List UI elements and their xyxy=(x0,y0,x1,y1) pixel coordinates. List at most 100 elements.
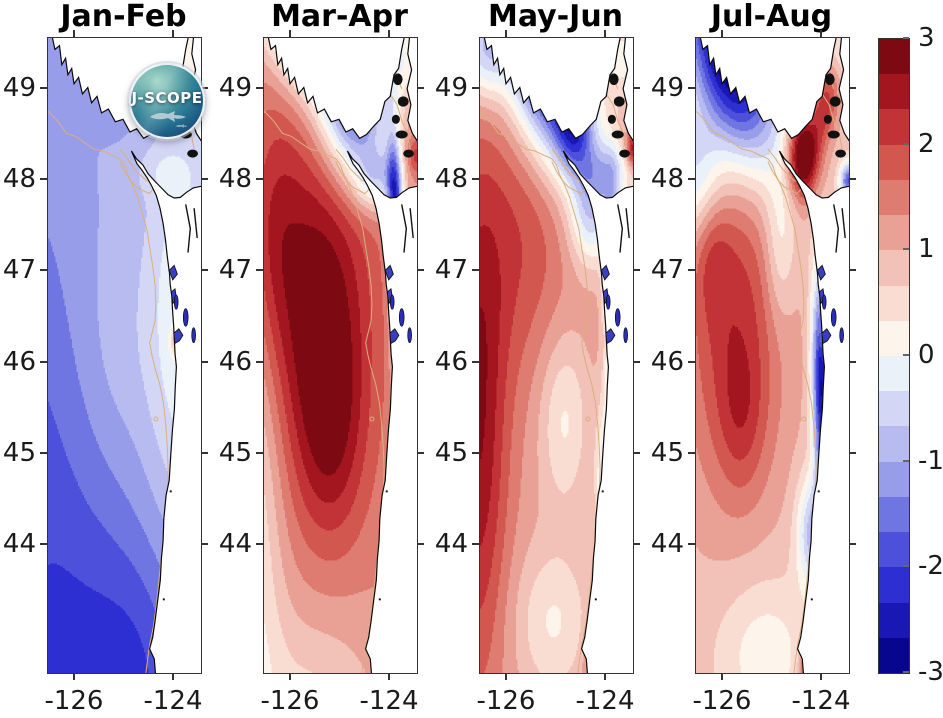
coast-mark xyxy=(162,598,165,601)
colorbar-band xyxy=(879,496,909,533)
y-tick-left xyxy=(688,178,695,181)
y-tick-left xyxy=(256,360,263,363)
colorbar-tick xyxy=(903,671,909,673)
coast-mark xyxy=(601,490,604,493)
inlet-hood-canal xyxy=(625,208,630,239)
y-tick-label: 44 xyxy=(650,529,684,560)
island xyxy=(391,114,400,124)
colorbar-band xyxy=(879,532,909,568)
coastline-overlay xyxy=(480,38,633,673)
map-panel-mar-apr xyxy=(263,37,418,674)
island xyxy=(835,149,846,158)
estuary-grays-harbor xyxy=(600,264,610,281)
bathymetry-contour-loop xyxy=(585,416,591,422)
y-tick-left xyxy=(688,451,695,454)
y-tick-label: 46 xyxy=(218,346,252,377)
coastal-lake xyxy=(173,294,179,310)
colorbar-tick xyxy=(903,142,909,145)
x-tick-bottom xyxy=(72,673,75,680)
y-tick-right xyxy=(201,269,208,272)
inlet-hood-canal xyxy=(841,208,846,239)
x-tick-label: -124 xyxy=(575,686,635,716)
land-vancouver-island xyxy=(483,38,621,140)
land-mainland-bc xyxy=(838,38,849,142)
y-tick-label: 47 xyxy=(218,255,252,286)
colorbar-band xyxy=(879,74,909,110)
colorbar-band xyxy=(879,320,909,356)
inlet-puget xyxy=(617,204,624,253)
y-tick-label: 49 xyxy=(2,73,36,104)
y-tick-left xyxy=(472,451,479,454)
y-tick-left xyxy=(256,451,263,454)
coastline-overlay xyxy=(264,38,417,673)
colorbar-band xyxy=(879,285,909,321)
y-tick-label: 49 xyxy=(218,73,252,104)
y-tick-right xyxy=(201,451,208,454)
panel-title-mar-apr: Mar-Apr xyxy=(271,0,408,34)
y-tick-label: 48 xyxy=(2,164,36,195)
colorbar-band xyxy=(879,144,909,180)
x-tick-label: -124 xyxy=(359,686,419,716)
colorbar-tick xyxy=(903,37,909,39)
island xyxy=(609,73,619,85)
land-vancouver-island xyxy=(699,38,837,140)
island xyxy=(829,96,841,107)
small-fish-icon xyxy=(175,124,188,128)
bathymetry-contour-loop xyxy=(369,416,375,422)
y-tick-right xyxy=(201,543,208,546)
x-tick-bottom xyxy=(288,673,291,680)
coastal-lake xyxy=(191,327,196,344)
panel-title-jul-aug: Jul-Aug xyxy=(710,0,833,34)
y-tick-right xyxy=(201,178,208,181)
y-tick-left xyxy=(688,269,695,272)
y-tick-right xyxy=(849,178,856,181)
land-us-mainland xyxy=(778,150,849,673)
estuary-grays-harbor xyxy=(816,264,826,281)
y-tick-left xyxy=(40,360,47,363)
island xyxy=(823,114,832,124)
inlet-puget xyxy=(401,204,408,253)
y-tick-right xyxy=(417,178,424,181)
y-tick-right xyxy=(201,87,208,90)
x-tick-bottom xyxy=(388,673,390,680)
x-tick-label: -126 xyxy=(692,686,752,716)
coastal-lake xyxy=(407,327,412,344)
estuary-grays-harbor xyxy=(168,264,178,281)
bathymetry-contour xyxy=(264,110,385,673)
colorbar-band xyxy=(879,109,909,145)
y-tick-label: 49 xyxy=(650,73,684,104)
colorbar-tick-label: 3 xyxy=(918,23,935,53)
y-tick-right xyxy=(849,87,856,90)
x-tick-top xyxy=(72,30,75,37)
colorbar-tick xyxy=(903,354,909,356)
y-tick-right xyxy=(633,87,640,90)
y-tick-right xyxy=(417,451,424,454)
y-tick-left xyxy=(688,360,695,363)
island xyxy=(613,96,625,107)
coastal-lake xyxy=(398,308,405,327)
coastal-lake xyxy=(623,327,628,344)
y-tick-right xyxy=(849,543,856,546)
y-tick-label: 45 xyxy=(218,437,252,468)
x-tick-bottom xyxy=(172,673,174,680)
y-tick-label: 46 xyxy=(2,346,36,377)
y-tick-right xyxy=(633,543,640,546)
y-tick-label: 45 xyxy=(650,437,684,468)
y-tick-left xyxy=(688,87,695,90)
fish-icon xyxy=(150,111,186,122)
x-tick-label: -126 xyxy=(260,686,320,716)
y-tick-left xyxy=(40,543,47,546)
coast-mark xyxy=(817,490,820,493)
coastal-lake xyxy=(605,294,611,310)
land-us-mainland xyxy=(562,150,633,673)
y-tick-left xyxy=(472,360,479,363)
y-tick-left xyxy=(256,178,263,181)
x-tick-bottom xyxy=(720,673,723,680)
colorbar-tick-label: -1 xyxy=(918,445,943,476)
y-tick-label: 49 xyxy=(434,73,468,104)
y-tick-right xyxy=(849,451,856,454)
island xyxy=(619,149,630,158)
coast-mark xyxy=(169,490,172,493)
y-tick-left xyxy=(40,451,47,454)
